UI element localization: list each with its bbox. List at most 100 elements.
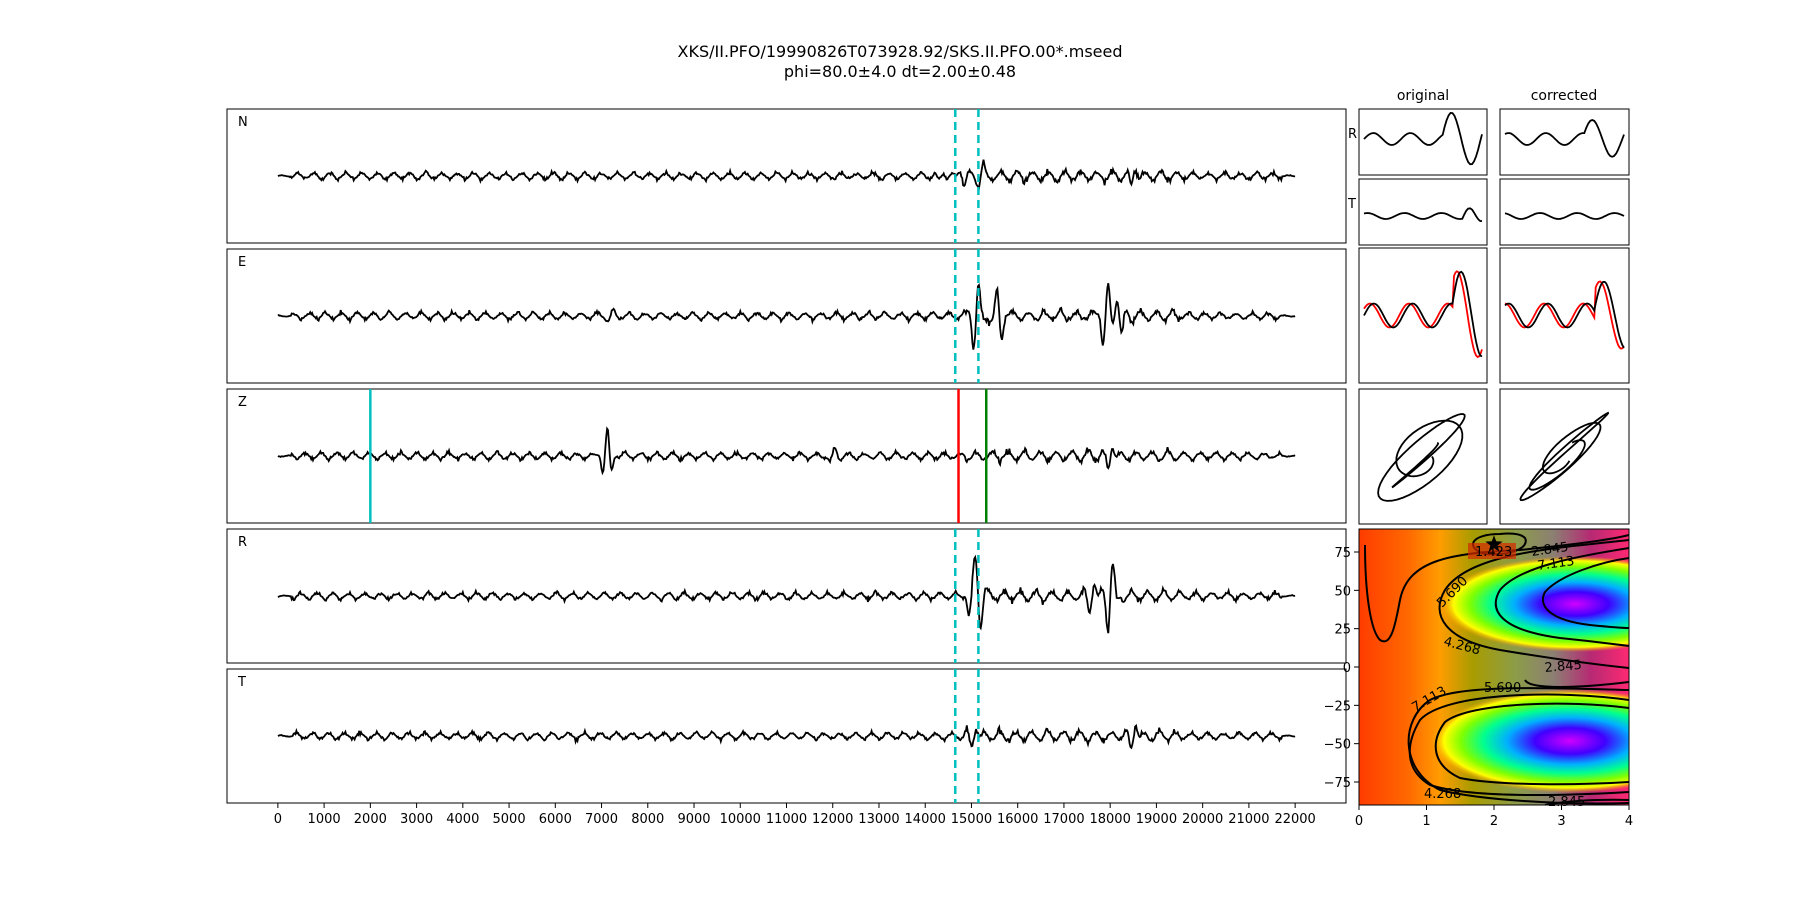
contour-label-9: 4.268 bbox=[1424, 787, 1461, 802]
star-shape bbox=[1485, 535, 1503, 552]
grid-y-tick-label: 0 bbox=[1343, 661, 1351, 676]
waveform bbox=[277, 159, 1296, 192]
small-panels bbox=[1358, 108, 1630, 525]
component-overlay bbox=[1504, 281, 1625, 349]
grid-y-tick-label: −50 bbox=[1324, 738, 1351, 753]
contour-label-2: 2.845 bbox=[1530, 540, 1569, 560]
contour-label-3: 7.113 bbox=[1536, 554, 1575, 574]
panel-frame bbox=[226, 248, 1347, 384]
trace-panel-r: R bbox=[226, 528, 1347, 664]
x-tick-label: 6000 bbox=[539, 812, 572, 827]
error-surface-axes: 0 1 2 3 4 75 50 25 0 −25 −50 −75 bbox=[1324, 546, 1634, 829]
x-tick-label: 17000 bbox=[1043, 812, 1084, 827]
x-tick-label: 10000 bbox=[720, 812, 761, 827]
grid-x-tick-label: 3 bbox=[1557, 814, 1565, 829]
trace-panel-t: T bbox=[226, 668, 1347, 804]
x-tick-label: 16000 bbox=[997, 812, 1038, 827]
contour-label-1: 1.423 bbox=[1475, 545, 1512, 560]
x-tick-label: 7000 bbox=[585, 812, 618, 827]
small-waveform bbox=[1504, 212, 1625, 220]
contour-3 bbox=[1438, 539, 1629, 669]
grid-y-tick-label: −25 bbox=[1324, 699, 1351, 714]
grid-x-tick-label: 0 bbox=[1355, 814, 1363, 829]
chart-title: XKS/II.PFO/19990826T073928.92/SKS.II.PFO… bbox=[678, 42, 1123, 61]
grid-y-tick-label: −75 bbox=[1324, 776, 1351, 791]
small-panel-frame bbox=[1358, 178, 1488, 246]
x-tick-label: 14000 bbox=[905, 812, 946, 827]
best-fit-star-icon bbox=[1485, 535, 1503, 552]
waveform bbox=[277, 723, 1296, 750]
component-overlay bbox=[1504, 280, 1625, 350]
error-surface-minimum-lobe-bottom bbox=[1430, 689, 1629, 793]
contour-5 bbox=[1542, 557, 1629, 629]
waveform bbox=[277, 554, 1296, 634]
waveform bbox=[277, 283, 1296, 350]
contour-label-6: 2.845 bbox=[1544, 658, 1582, 676]
grid-x-tick-label: 2 bbox=[1490, 814, 1498, 829]
x-tick-label: 5000 bbox=[493, 812, 526, 827]
small-panel-frame bbox=[1499, 247, 1630, 384]
x-tick-label: 20000 bbox=[1182, 812, 1223, 827]
trace-label: R bbox=[238, 535, 247, 550]
small-panel-c0-r3 bbox=[1358, 388, 1488, 525]
grid-y-tick-label: 75 bbox=[1334, 546, 1351, 561]
column-title-corrected: corrected bbox=[1531, 88, 1598, 104]
chart-subtitle: phi=80.0±4.0 dt=2.00±0.48 bbox=[784, 62, 1016, 81]
x-tick-label: 15000 bbox=[951, 812, 992, 827]
component-overlay bbox=[1363, 270, 1483, 358]
component-overlay bbox=[1363, 270, 1483, 359]
trace-label: N bbox=[238, 115, 248, 130]
contour-label-10: 2.845 bbox=[1548, 795, 1585, 810]
trace-panels: N E Z R T bbox=[226, 108, 1347, 804]
particle-motion bbox=[1377, 413, 1466, 502]
trace-label: Z bbox=[238, 395, 247, 410]
contour-6 bbox=[1524, 679, 1629, 688]
panel-frame bbox=[226, 528, 1347, 664]
contour-2 bbox=[1364, 534, 1629, 643]
x-tick-label: 1000 bbox=[308, 812, 341, 827]
small-panel-c1-r0 bbox=[1499, 108, 1630, 176]
x-tick-label: 8000 bbox=[631, 812, 664, 827]
contour-10 bbox=[1544, 798, 1629, 805]
grid-y-tick-label: 25 bbox=[1334, 623, 1351, 638]
contour-label-7: 5.690 bbox=[1484, 681, 1521, 696]
error-surface-minimum-lobe-top bbox=[1440, 556, 1629, 652]
grid-x-tick-label: 1 bbox=[1422, 814, 1430, 829]
small-waveform bbox=[1363, 111, 1483, 166]
row-label-r: R bbox=[1348, 127, 1357, 142]
x-tick-label: 2000 bbox=[354, 812, 387, 827]
x-tick-label: 18000 bbox=[1089, 812, 1130, 827]
x-tick-label: 12000 bbox=[812, 812, 853, 827]
x-tick-label: 0 bbox=[274, 812, 282, 827]
trace-panel-n: N bbox=[226, 108, 1347, 244]
contour-9 bbox=[1434, 702, 1629, 786]
x-tick-label: 13000 bbox=[858, 812, 899, 827]
trace-label: E bbox=[238, 255, 246, 270]
panel-frame bbox=[226, 388, 1347, 524]
x-tick-label: 19000 bbox=[1136, 812, 1177, 827]
small-panel-frame bbox=[1499, 178, 1630, 246]
small-panel-c0-r0 bbox=[1358, 108, 1488, 176]
x-tick-label: 4000 bbox=[446, 812, 479, 827]
small-panel-c0-r2 bbox=[1358, 247, 1488, 384]
contour-8 bbox=[1408, 693, 1629, 797]
trace-label: T bbox=[237, 675, 246, 690]
x-tick-label: 3000 bbox=[400, 812, 433, 827]
small-panel-c1-r2 bbox=[1499, 247, 1630, 384]
grid-x-tick-label: 4 bbox=[1625, 814, 1633, 829]
row-label-t: T bbox=[1347, 197, 1356, 212]
trace-panel-e: E bbox=[226, 248, 1347, 384]
x-tick-label: 11000 bbox=[766, 812, 807, 827]
small-panel-frame bbox=[1499, 388, 1630, 525]
small-panel-c1-r1 bbox=[1499, 178, 1630, 246]
particle-motion bbox=[1519, 411, 1610, 502]
column-title-original: original bbox=[1397, 88, 1449, 104]
waveform bbox=[277, 426, 1296, 476]
time-axis: 0 1000 2000 3000 4000 5000 6000 7000 8000 9000 100… bbox=[274, 803, 1316, 827]
trace-panel-z: Z bbox=[226, 388, 1347, 524]
contour-7 bbox=[1407, 687, 1629, 805]
small-panel-c1-r3 bbox=[1499, 388, 1630, 525]
contour-4 bbox=[1494, 547, 1629, 647]
